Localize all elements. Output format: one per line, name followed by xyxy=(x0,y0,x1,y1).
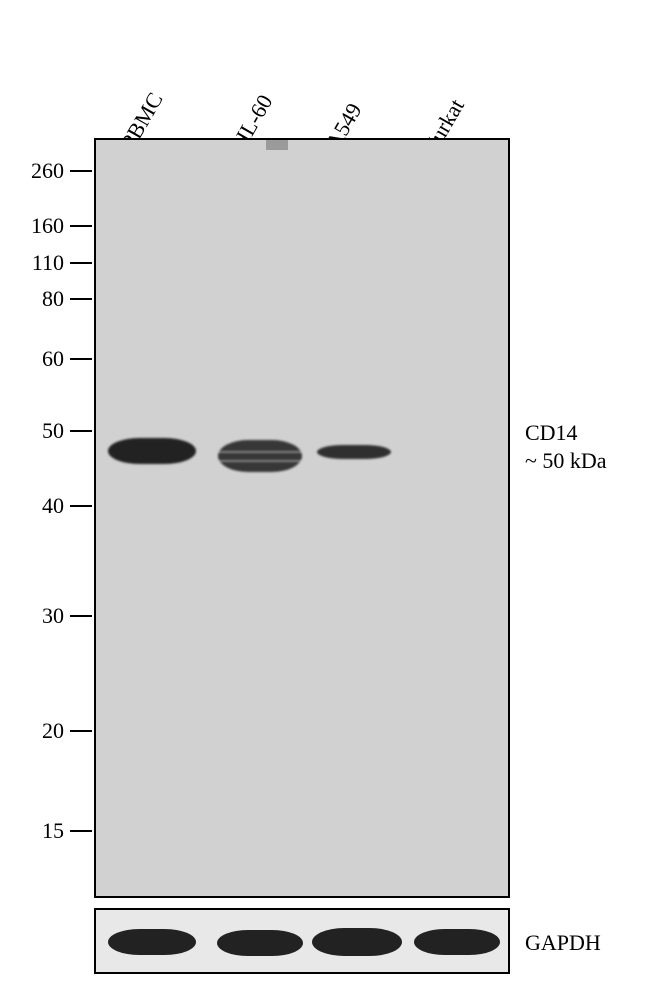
target-size-label: ~ 50 kDa xyxy=(525,448,607,474)
mw-label: 15 xyxy=(4,818,64,844)
mw-tick xyxy=(70,358,92,360)
mw-tick xyxy=(70,615,92,617)
mw-tick xyxy=(70,730,92,732)
loading-name-label: GAPDH xyxy=(525,930,601,956)
mw-label: 40 xyxy=(4,493,64,519)
mw-label: 60 xyxy=(4,346,64,372)
mw-tick xyxy=(70,505,92,507)
mw-label: 260 xyxy=(4,158,64,184)
mw-label: 30 xyxy=(4,603,64,629)
blot-artifact xyxy=(266,140,288,150)
band-gapdh-pbmc xyxy=(108,929,196,955)
band-gapdh-hl60 xyxy=(217,930,303,956)
mw-label: 20 xyxy=(4,718,64,744)
mw-label: 80 xyxy=(4,286,64,312)
mw-tick xyxy=(70,298,92,300)
band-cd14-pbmc xyxy=(108,438,196,464)
band-cd14-hl60 xyxy=(218,440,302,472)
mw-tick xyxy=(70,225,92,227)
western-blot-figure: PBMC HL-60 A549 Jurkat 260 160 110 80 60… xyxy=(0,0,650,1007)
mw-tick xyxy=(70,262,92,264)
mw-label: 160 xyxy=(4,213,64,239)
mw-tick xyxy=(70,830,92,832)
band-gapdh-a549 xyxy=(312,928,402,956)
mw-label: 50 xyxy=(4,418,64,444)
main-blot xyxy=(94,138,510,898)
mw-tick xyxy=(70,170,92,172)
band-cd14-a549 xyxy=(317,445,391,459)
loading-blot xyxy=(94,908,510,974)
target-name-label: CD14 xyxy=(525,420,578,446)
mw-tick xyxy=(70,430,92,432)
mw-label: 110 xyxy=(4,250,64,276)
band-gapdh-jurkat xyxy=(414,929,500,955)
